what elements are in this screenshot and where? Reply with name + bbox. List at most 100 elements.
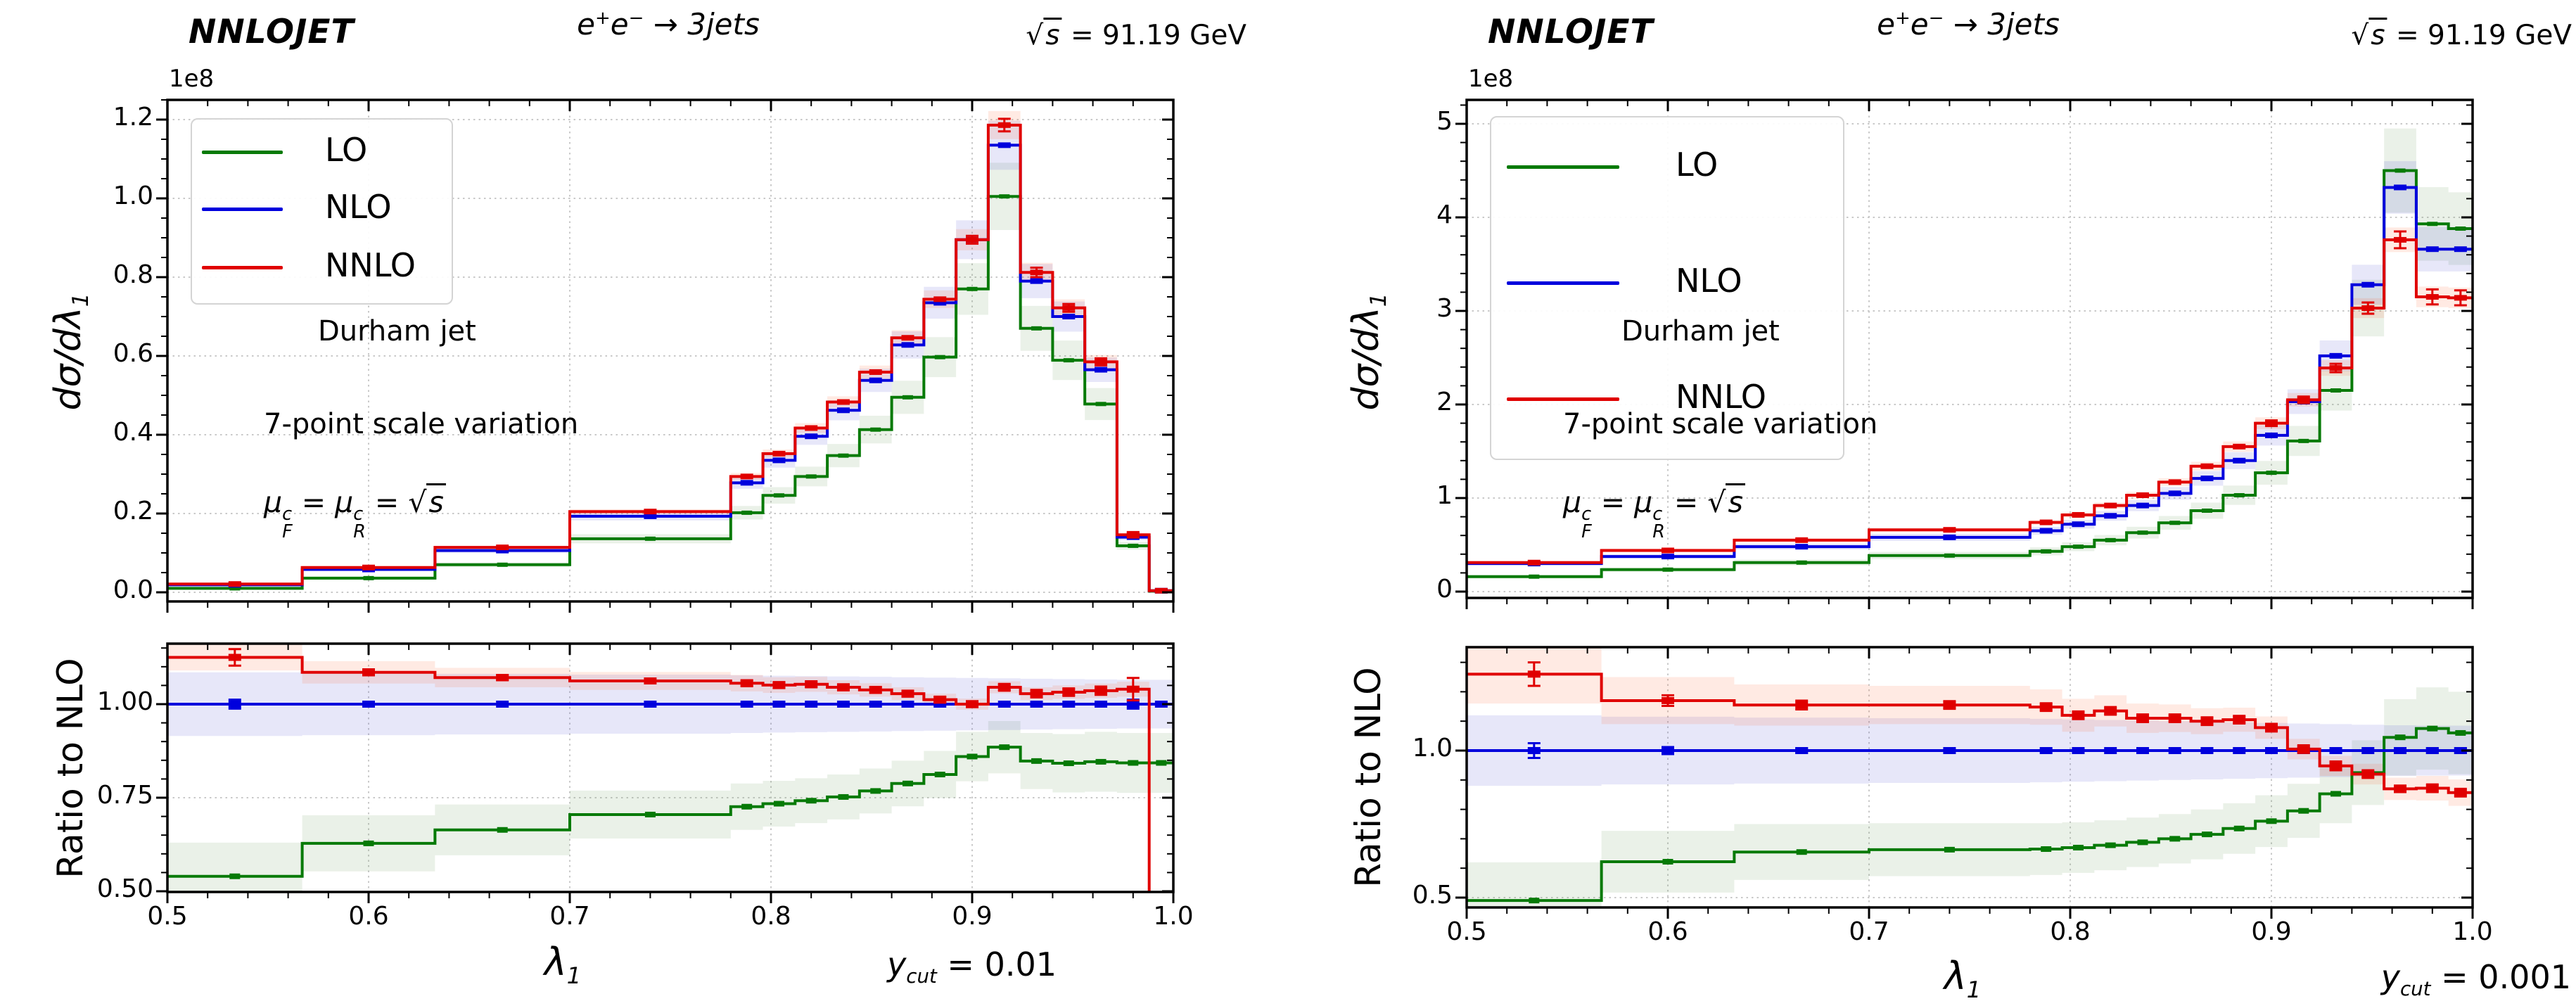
energy-label: √s = 91.19 GeV (2351, 18, 2572, 51)
title-sup1: + (594, 8, 611, 29)
x-tick-label: 0.6 (1647, 917, 1688, 946)
ycut-sym: y (2380, 958, 2401, 996)
y-tick-label: 0.8 (113, 260, 153, 289)
mu-r: μ (1634, 485, 1653, 519)
ycut-sym: y (887, 945, 907, 983)
mu-f: μ (1563, 485, 1582, 519)
annotation-scale-variation: 7-point scale variation (264, 408, 579, 440)
y-tick-label: 0.0 (113, 575, 153, 604)
nnlo-line-sample (1507, 397, 1619, 401)
sqrt-icon: √ (2351, 20, 2369, 51)
lambda-sym: λ (544, 940, 567, 984)
ylabel-sub: 1 (68, 293, 94, 307)
ycut-label-left: ycut = 0.01 (887, 945, 1057, 988)
y-tick-label: 1.2 (113, 103, 153, 132)
x-tick-label: 1.0 (2452, 917, 2493, 946)
x-tick-label: 0.7 (549, 902, 590, 931)
y-tick-label: 1.0 (113, 181, 153, 210)
xlabel-lambda: λ1 (544, 940, 582, 989)
x-tick-label: 0.5 (1446, 917, 1487, 946)
legend-label-lo: LO (1676, 146, 1719, 184)
right-main-panel (1455, 98, 2474, 609)
legend-label-nlo: NLO (325, 188, 392, 226)
mu-f-sub: F (1581, 520, 1592, 542)
lambda-sym: λ (1944, 954, 1967, 998)
y-tick-label: 4 (1436, 200, 1453, 229)
title-e2: e (610, 7, 629, 42)
x-tick-label: 0.9 (952, 902, 993, 931)
legend-right: LO NLO NNLO (1490, 116, 1844, 460)
lo-line-sample (202, 151, 283, 154)
title-sup1: + (1894, 8, 1911, 29)
lambda-sub: 1 (566, 962, 582, 989)
legend-left: LO NLO NNLO (191, 118, 453, 305)
y-tick-label: 0 (1436, 575, 1453, 604)
energy-value: = 91.19 GeV (2387, 20, 2572, 51)
energy-s: s (1043, 18, 1062, 51)
nlo-line-sample (202, 208, 283, 211)
mu-eq1: = (292, 485, 336, 519)
left-main-panel (156, 98, 1175, 613)
title-e1: e (577, 7, 595, 42)
mu-r-sup: c (353, 503, 364, 525)
mu-sqrt-icon: √ (408, 485, 427, 519)
x-tick-label: 0.5 (147, 902, 188, 931)
plot-title: e+e− → 3jets (577, 7, 760, 42)
legend-label-nnlo: NNLO (325, 246, 416, 284)
legend-label-lo: LO (325, 131, 368, 169)
ycut-sub: cut (2400, 977, 2431, 1001)
mu-eq2: = (365, 485, 409, 519)
title-sup2: − (1928, 8, 1944, 29)
mu-f: μ (264, 485, 283, 519)
left-ratio-panel (156, 642, 1175, 903)
x-tick-label: 0.7 (1849, 917, 1889, 946)
mu-eq1: = (1591, 485, 1635, 519)
legend-label-nlo: NLO (1676, 262, 1742, 300)
annotation-durham-jet: Durham jet (1621, 315, 1780, 348)
mu-f-sup: c (1581, 503, 1592, 525)
mu-eq2: = (1664, 485, 1708, 519)
plot-title: e+e− → 3jets (1877, 7, 2060, 42)
annotation-durham-jet: Durham jet (318, 315, 476, 348)
mu-r: μ (335, 485, 354, 519)
ycut-eq: = (936, 945, 985, 983)
mu-r-sub: R (353, 520, 366, 542)
mu-f-sub: F (282, 520, 293, 542)
y-tick-label: 0.4 (113, 418, 153, 447)
title-rest: → 3jets (644, 7, 760, 42)
nnlo-line-sample (202, 266, 283, 269)
y-tick-label: 1 (1436, 481, 1453, 510)
title-sup2: − (628, 8, 644, 29)
ylabel-ratio: Ratio to NLO (1348, 667, 1389, 888)
energy-s: s (2368, 18, 2387, 51)
y-tick-label: 0.5 (1412, 881, 1453, 910)
x-tick-label: 0.8 (751, 902, 791, 931)
y-tick-label: 0.6 (113, 339, 153, 368)
y-tick-label: 0.75 (96, 781, 153, 810)
mu-f-sup: c (282, 503, 293, 525)
energy-label: √s = 91.19 GeV (1026, 18, 1246, 51)
nnlojet-watermark: NNLOJET (189, 13, 355, 51)
y-tick-label: 3 (1436, 294, 1453, 323)
lambda-sub: 1 (1966, 976, 1982, 1001)
legend-label-nnlo: NNLO (1676, 378, 1767, 416)
sqrt-icon: √ (1026, 20, 1044, 51)
mu-sqrt-icon: √ (1707, 485, 1726, 519)
y-tick-label: 1.0 (1412, 734, 1453, 763)
title-rest: → 3jets (1944, 7, 2060, 42)
y-tick-label: 2 (1436, 388, 1453, 416)
ycut-value: 0.01 (984, 945, 1057, 983)
x-tick-label: 0.9 (2251, 917, 2292, 946)
ycut-label-right: ycut = 0.001 (2381, 958, 2571, 1000)
ycut-sub: cut (906, 964, 937, 988)
y-tick-label: 1.00 (96, 687, 153, 716)
y-tick-label: 0.2 (113, 497, 153, 525)
title-e2: e (1910, 7, 1929, 42)
y-tick-label: 5 (1436, 107, 1453, 136)
mu-s: s (426, 483, 446, 519)
x-tick-label: 0.8 (2050, 917, 2091, 946)
axis-offset-label: 1e8 (169, 65, 215, 93)
